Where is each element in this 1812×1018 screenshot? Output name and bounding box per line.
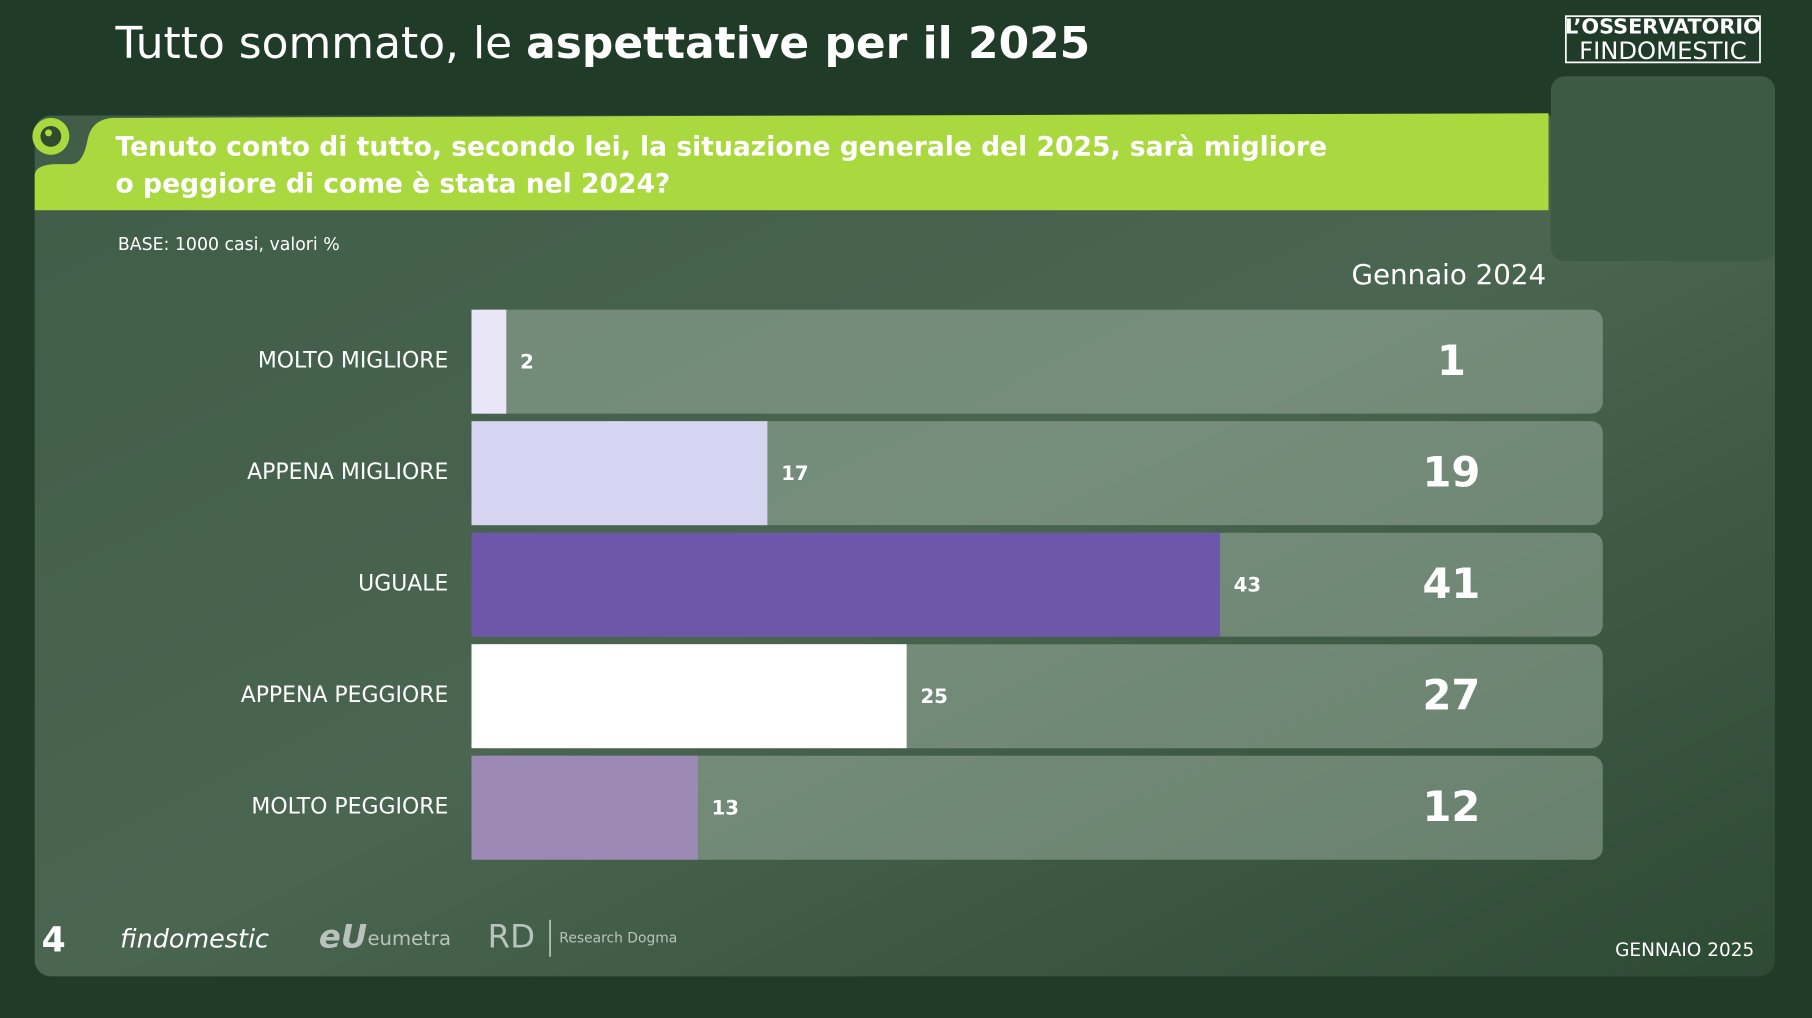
category-label: MOLTO PEGGIORE (251, 795, 448, 820)
value-label: 13 (712, 796, 739, 819)
title-emphasis: aspettative per il 2025 (526, 18, 1090, 69)
row-background (471, 755, 1603, 860)
category-label: APPENA MIGLIORE (247, 460, 448, 485)
brand: findomestic (120, 924, 269, 954)
comparison-value: 19 (1423, 447, 1481, 496)
logo-frame (1564, 15, 1761, 64)
comparison-header: Gennaio 2024 (1352, 258, 1547, 291)
logo-line: L’OSSERVATORIO (1565, 15, 1761, 39)
bars: MOLTO MIGLIORE 2 1 APPENA MIGLIORE 17 19 UGUAL… (241, 309, 1603, 860)
title-plain: Tutto sommato, le (115, 18, 513, 69)
brand: Research Dogma (559, 930, 677, 946)
logo-line: FINDOMESTIC (1579, 36, 1747, 65)
value-label: 2 (520, 350, 534, 373)
value-label: 17 (781, 462, 808, 485)
comparison-value: 41 (1423, 559, 1481, 608)
question: o peggiore di come è stata nel 2024? (116, 168, 671, 199)
brand-mark: RD (488, 917, 535, 955)
question-banner (34, 113, 1549, 211)
icon-dot (45, 129, 53, 137)
category-label: UGUALE (358, 572, 448, 597)
brand-mark: eU (319, 917, 367, 955)
brand: eumetra (367, 927, 451, 950)
bar (471, 755, 698, 860)
anniversary-logo: 4 (42, 921, 66, 961)
bar (471, 644, 907, 749)
base-note: BASE: 1000 casi, valori % (118, 235, 340, 255)
value-label: 25 (920, 685, 947, 708)
comparison-value: 1 (1437, 336, 1466, 385)
bar (471, 532, 1220, 637)
category-label: MOLTO MIGLIORE (258, 349, 449, 374)
row-background (471, 309, 1603, 414)
bar (471, 309, 507, 414)
comparison-value: 12 (1423, 782, 1481, 831)
icon-inner (40, 125, 62, 147)
footer-date: GENNAIO 2025 (1615, 940, 1754, 961)
question: Tenuto conto di tutto, secondo lei, la s… (116, 131, 1328, 162)
value-label: 43 (1234, 573, 1261, 596)
category-label: APPENA PEGGIORE (241, 683, 449, 708)
chart-title: Tutto sommato, le aspettative per il 202… (115, 18, 1091, 69)
panel-tab (1550, 76, 1776, 262)
comparison-value: 27 (1423, 671, 1481, 720)
bar (471, 421, 768, 526)
